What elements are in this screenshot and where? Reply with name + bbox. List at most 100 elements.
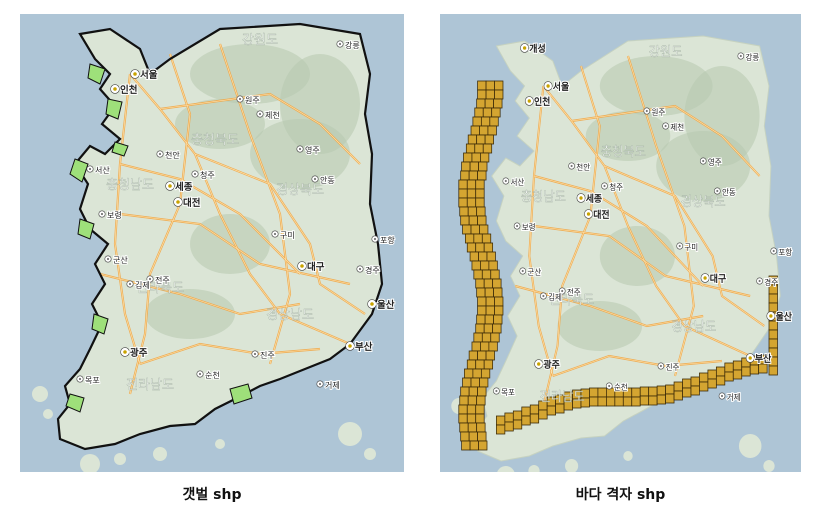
sea-grid-cell (483, 323, 494, 334)
region-label: 충청남도 (106, 178, 154, 193)
sea-grid-cell (468, 215, 478, 226)
sea-grid-cell (469, 440, 479, 451)
region-label: 전라북도 (549, 292, 594, 307)
sea-grid-cell (529, 404, 540, 415)
city-dot (521, 269, 524, 273)
sea-grid-cell (476, 134, 486, 145)
sea-grid-cell (470, 125, 480, 136)
sea-grid-cell (458, 179, 468, 190)
city-label: 전주 (567, 287, 581, 297)
city-label: 경주 (764, 277, 778, 287)
sea-grid-cell (478, 440, 488, 451)
sea-grid-cell (475, 359, 485, 370)
sea-grid-cell (512, 419, 523, 430)
sea-grid-cell (474, 107, 484, 118)
sea-grid-cell (707, 378, 717, 389)
sea-grid-cell (468, 431, 478, 442)
sea-grid-cell (487, 125, 497, 136)
sea-grid-cell (492, 323, 502, 334)
sea-grid-cell (474, 143, 484, 154)
sea-grid-cell (484, 98, 494, 109)
sea-grid-map-panel[interactable]: 강원도 충청북도 충청남도 경상북도 전라북도 전라남도 경상남도 서울 인천 세종 대전 대구 광주 울… (440, 14, 801, 472)
sea-grid-cell (477, 305, 487, 316)
city-label: 구미 (684, 243, 698, 252)
city-dot (106, 257, 110, 261)
sea-grid-cell (467, 134, 478, 145)
sea-grid-cell (466, 413, 477, 424)
sea-grid-cell (475, 197, 485, 208)
sea-grid-cell (673, 390, 683, 401)
city-dot (537, 362, 541, 366)
sea-grid-cell (699, 372, 709, 383)
sea-grid-cell (749, 364, 760, 375)
city-label: 목포 (85, 376, 100, 385)
city-dot (258, 112, 262, 116)
region-label: 충청북도 (191, 133, 239, 148)
sea-grid-cell (484, 287, 494, 298)
sea-grid-cell (521, 415, 531, 426)
island (738, 434, 762, 458)
city-label: 천안 (165, 150, 180, 160)
tidal-flat-patch (111, 141, 129, 157)
sea-grid-cell (485, 305, 495, 316)
city-dot (703, 276, 707, 280)
city-label: 천안 (576, 162, 590, 172)
sea-grid-cell (473, 332, 483, 343)
city-dot (758, 279, 761, 283)
sea-grid-cell (665, 384, 675, 395)
sea-grid-cell (462, 224, 472, 235)
island (114, 453, 126, 465)
tidal-flat-patch (65, 393, 85, 413)
road-center (543, 65, 601, 407)
sea-grid-cell (656, 394, 666, 405)
sea-grid-cell (476, 98, 486, 109)
tidal-flat-patch (91, 313, 109, 335)
city-dot (123, 350, 127, 354)
city-dot (78, 377, 82, 381)
sea-grid-cell (477, 386, 487, 397)
sea-grid-cell (639, 395, 650, 406)
road-center (627, 55, 695, 377)
sea-grid-cell (460, 215, 470, 226)
sea-grid-cell (485, 80, 495, 91)
city-dot (100, 212, 104, 216)
region-label: 경상북도 (681, 194, 726, 209)
region-label: 경상북도 (276, 183, 324, 198)
sea-grid-cell (493, 314, 503, 325)
sea-grid-cell (483, 278, 494, 289)
sea-grid-cell (473, 233, 483, 244)
sea-grid-cell (476, 287, 486, 298)
city-dot (313, 177, 317, 181)
city-label: 순천 (205, 370, 220, 380)
city-dot (546, 84, 550, 88)
city-label: 울산 (776, 311, 793, 323)
sea-grid-cell (466, 359, 477, 370)
city-label: 군산 (527, 267, 541, 277)
city-dot (664, 124, 667, 128)
island (623, 451, 633, 461)
sea-grid-cell (460, 431, 470, 442)
sea-grid-cell (715, 375, 726, 386)
sea-grid-cell (724, 371, 734, 382)
sea-grid-cell (482, 107, 493, 118)
tidal-flat-map-panel[interactable]: 강원도 충청북도 충청남도 경상북도 전라북도 전라남도 경상남도 서울 인천 세종 대전 대구 광주 울… (20, 14, 404, 472)
sea-grid-cell (471, 152, 481, 163)
city-dot (158, 152, 162, 156)
sea-grid-cell (480, 116, 491, 127)
city-label: 인천 (120, 85, 137, 96)
region-label: 충청남도 (521, 189, 566, 204)
sea-grid-cell (466, 188, 477, 199)
road-center (604, 165, 765, 327)
sea-grid-cell (715, 366, 726, 377)
sea-grid-cell (470, 377, 480, 388)
sea-grid-cell (496, 424, 506, 435)
city-dot (176, 200, 180, 204)
island (528, 465, 540, 472)
sea-grid-cell (491, 107, 501, 118)
city-label: 서산 (95, 165, 110, 175)
island (43, 409, 53, 419)
island (763, 460, 775, 472)
city-dot (586, 212, 591, 216)
sea-grid-cell (460, 386, 470, 397)
